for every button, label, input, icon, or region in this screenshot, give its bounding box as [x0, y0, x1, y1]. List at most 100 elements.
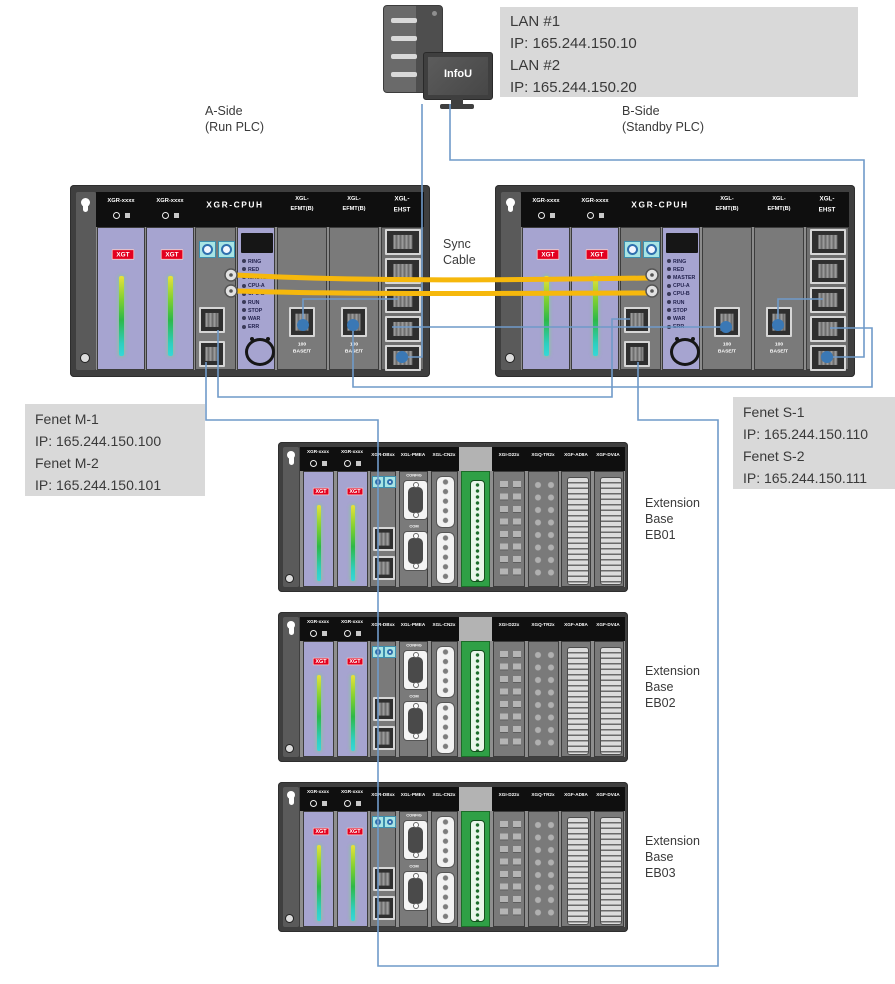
power-square-icon: [598, 212, 604, 218]
power-circle-icon: [343, 799, 351, 807]
fenet-m2-ip: IP: 165.244.150.101: [35, 477, 162, 493]
ext-ring-port-2: [373, 556, 395, 580]
power-square-icon: [321, 630, 327, 636]
power-square-icon: [355, 800, 361, 806]
ethernet-module-efmt1: 100 BASE/T: [277, 227, 327, 370]
config-label: CONFIG: [406, 643, 422, 648]
header-gap: [459, 617, 492, 641]
led-row: MASTER: [667, 273, 700, 281]
com-label: COM: [409, 524, 419, 529]
power-square-icon: [549, 212, 555, 218]
ext-ring-port-2: [373, 726, 395, 750]
port-speed-label2: BASE/T: [717, 348, 737, 354]
port-speed-label2: BASE/T: [344, 348, 364, 354]
port-speed-label: 100: [722, 341, 732, 347]
led-label: MASTER: [248, 274, 271, 281]
cpu-extension-port-2: [624, 341, 650, 367]
led-row: RING: [667, 257, 700, 265]
terminal-strip: [567, 477, 589, 585]
xgt-badge: XGT: [312, 657, 330, 666]
ext-module-header-label: XGL-CN2x: [432, 792, 456, 798]
ext-module-header-label: XGF-DV4A: [596, 792, 620, 798]
power-square-icon: [355, 630, 361, 636]
efmt1-header-label2: EFMT(B): [715, 205, 739, 212]
ext-ring-port-1: [373, 867, 395, 891]
terminal-strip: [567, 817, 589, 925]
power-level-bar: [351, 845, 355, 921]
ext-ring-port-1: [373, 697, 395, 721]
db9-connector: [403, 480, 428, 520]
ext-output-module: [528, 471, 559, 587]
power-level-bar: [351, 505, 355, 581]
ehst-port-4: [810, 316, 846, 342]
led-column: [534, 651, 542, 751]
led-dot: [667, 267, 671, 272]
led-row: CPU-B: [667, 290, 700, 298]
led-label: RED: [673, 266, 685, 273]
power-circle-icon: [343, 629, 351, 637]
extension-base-label-eb02: Extension Base EB02: [645, 664, 700, 710]
power-level-bar: [119, 276, 124, 356]
led-label: ERR: [673, 323, 685, 330]
ethernet-module-efmt2: 100 BASE/T: [754, 227, 804, 370]
ehst-port-2: [810, 258, 846, 284]
ext-analog-module-2: [594, 471, 624, 587]
led-row: WAR: [242, 314, 275, 322]
rotary-switch-icon: [384, 646, 396, 658]
ethernet-port: [341, 307, 367, 337]
mounting-hook-icon: [81, 198, 90, 212]
terminal-block: [436, 646, 455, 698]
ehst-port-4: [385, 316, 421, 342]
ext-cnet-module: [431, 471, 458, 587]
power-circle-icon: [309, 629, 317, 637]
config-label: CONFIG: [406, 473, 422, 478]
led-row: CPU-A: [242, 282, 275, 290]
keyhole-icon: [245, 337, 275, 366]
led-label: RING: [673, 258, 687, 264]
link-connector-strip: [470, 480, 485, 582]
keyhole-icon: [670, 337, 700, 366]
ext-power-supply-1: XGT: [303, 811, 334, 927]
ext-output-module: [528, 641, 559, 757]
link-connector-strip: [470, 820, 485, 922]
led-column: [513, 821, 521, 921]
lan1-ip: IP: 165.244.150.10: [510, 35, 637, 52]
db9-connector: [403, 531, 428, 571]
extension-base-label-eb01: Extension Base EB01: [645, 496, 700, 542]
terminal-block: [436, 532, 455, 584]
rotary-switch-icon: [384, 476, 396, 488]
ext-analog-module-2: [594, 811, 624, 927]
ext-analog-module-2: [594, 641, 624, 757]
ext-analog-module-1: [561, 641, 591, 757]
ext-analog-module-1: [561, 471, 591, 587]
ext-link-module: [461, 471, 490, 587]
cpu-header-label: XGR-CPUH: [206, 200, 264, 210]
led-column: [547, 651, 555, 751]
ext-module-header-label: XGF-DV4A: [596, 452, 620, 458]
lan2-label: LAN #2: [510, 57, 561, 74]
led-column: [534, 481, 542, 581]
extension-base-label-eb03: Extension Base EB03: [645, 834, 700, 880]
extension-base-rack-eb03: XGR-xxxx XGR-xxxx XGR-DBxx XGL-PMEA XGL-CN2x…: [278, 782, 628, 932]
power-circle-icon: [586, 211, 594, 219]
screw-icon: [285, 914, 294, 923]
lan-info-box: LAN #1 IP: 165.244.150.10 LAN #2 IP: 165…: [500, 7, 858, 97]
ext-power-supply-2: XGT: [337, 471, 368, 587]
ehst-port-5: [810, 345, 846, 371]
led-label: CPU-B: [673, 290, 690, 297]
led-label: CPU-B: [248, 290, 265, 297]
led-dot: [242, 283, 246, 288]
terminal-strip: [600, 477, 622, 585]
mounting-hook-icon: [287, 791, 295, 805]
cpu-switch-column: [195, 227, 236, 370]
led-row: RED: [667, 265, 700, 273]
rotary-switch-icon: [384, 816, 396, 828]
ext-analog-module-1: [561, 811, 591, 927]
ethernet-port: [766, 307, 792, 337]
power-circle-icon: [112, 211, 120, 219]
power-supply-psu1: XGT: [97, 227, 145, 370]
ext-power-supply-1: XGT: [303, 471, 334, 587]
power-supply-psu2: XGT: [146, 227, 194, 370]
led-dot: [242, 291, 246, 296]
switch-module-ehst: [381, 227, 424, 371]
